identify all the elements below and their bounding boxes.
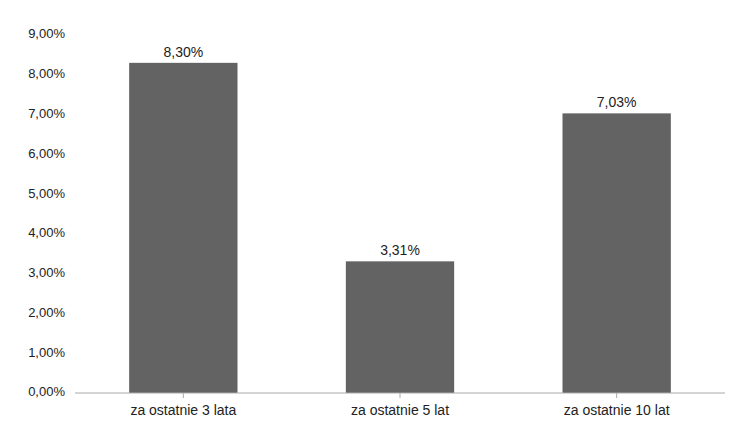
y-tick-label: 0,00% [28, 384, 65, 399]
chart-svg: 0,00% 1,00% 2,00% 3,00% 4,00% 5,00% 6,00% 7,00%… [0, 0, 750, 448]
y-tick-label: 3,00% [28, 265, 65, 280]
y-axis: 0,00% 1,00% 2,00% 3,00% 4,00% 5,00% 6,00% 7,00%… [28, 26, 65, 399]
x-tick [183, 393, 184, 398]
bars [129, 63, 671, 393]
y-tick-label: 6,00% [28, 146, 65, 161]
data-labels: 8,30% 3,31% 7,03% [163, 44, 636, 258]
x-tick [616, 393, 617, 398]
x-tick-label: za ostatnie 10 lat [564, 402, 670, 418]
y-tick-label: 7,00% [28, 106, 65, 121]
chart-container: 0,00% 1,00% 2,00% 3,00% 4,00% 5,00% 6,00% 7,00%… [0, 0, 750, 448]
y-tick-label: 2,00% [28, 305, 65, 320]
x-axis: za ostatnie 3 lata za ostatnie 5 lat za os… [75, 393, 725, 418]
bar [346, 261, 454, 393]
y-tick-label: 5,00% [28, 186, 65, 201]
y-tick-label: 9,00% [28, 26, 65, 41]
data-label: 8,30% [163, 44, 203, 60]
x-tick-label: za ostatnie 3 lata [130, 402, 236, 418]
y-tick-label: 4,00% [28, 225, 65, 240]
x-tick [400, 393, 401, 398]
y-tick-label: 8,00% [28, 66, 65, 81]
y-tick-label: 1,00% [28, 345, 65, 360]
data-label: 3,31% [380, 242, 420, 258]
bar [129, 63, 237, 393]
x-tick-label: za ostatnie 5 lat [351, 402, 449, 418]
data-label: 7,03% [597, 94, 637, 110]
bar [563, 113, 671, 393]
